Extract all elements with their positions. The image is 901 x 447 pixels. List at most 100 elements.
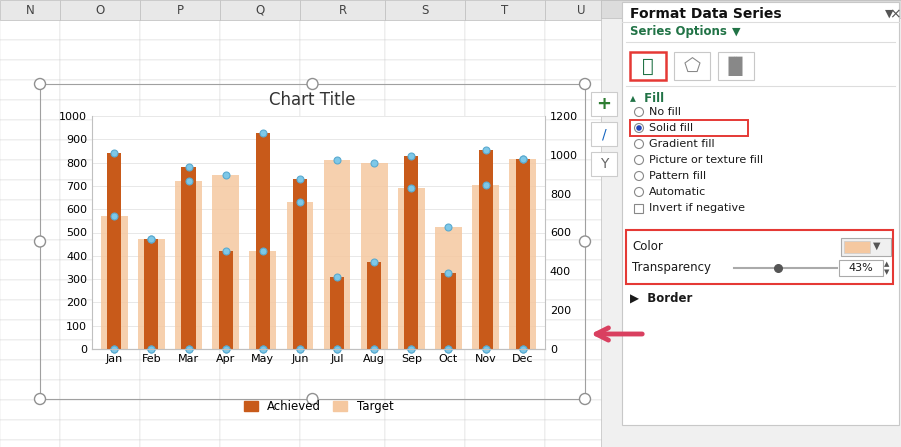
Bar <box>250 251 277 349</box>
Bar <box>385 320 465 340</box>
Bar <box>60 0 140 20</box>
Bar <box>385 20 465 40</box>
Bar <box>435 227 462 349</box>
Bar <box>465 60 545 80</box>
Bar <box>545 80 617 100</box>
Bar <box>545 120 617 140</box>
Bar <box>300 420 385 440</box>
Bar <box>140 240 220 260</box>
Bar <box>509 159 536 349</box>
Bar <box>60 280 140 300</box>
Text: ⬠: ⬠ <box>684 56 700 76</box>
Bar <box>385 180 465 200</box>
Bar <box>60 260 140 280</box>
Bar <box>545 380 617 400</box>
Bar <box>0 100 60 120</box>
Bar <box>300 120 385 140</box>
Text: P: P <box>177 4 184 17</box>
Circle shape <box>579 393 590 405</box>
Text: ▲: ▲ <box>884 261 889 267</box>
Circle shape <box>634 172 643 181</box>
Bar <box>300 0 385 20</box>
Bar <box>300 400 385 420</box>
Text: Transparency: Transparency <box>632 261 711 274</box>
Text: No fill: No fill <box>649 107 681 117</box>
Bar <box>465 40 545 60</box>
Bar <box>293 179 307 349</box>
Bar <box>300 280 385 300</box>
Bar <box>465 0 545 20</box>
Bar <box>385 0 465 20</box>
Bar <box>140 300 220 320</box>
Bar <box>465 20 545 40</box>
Bar <box>60 300 140 320</box>
Circle shape <box>634 156 643 164</box>
Bar <box>60 180 140 200</box>
Bar <box>140 160 220 180</box>
Text: Pattern fill: Pattern fill <box>649 171 706 181</box>
Bar <box>0 20 60 40</box>
Bar <box>60 120 140 140</box>
Text: S: S <box>422 4 429 17</box>
Bar <box>545 300 617 320</box>
Bar <box>385 80 465 100</box>
Text: ▼: ▼ <box>884 269 889 275</box>
Bar <box>140 380 220 400</box>
Bar <box>60 420 140 440</box>
Bar <box>60 320 140 340</box>
Bar <box>300 320 385 340</box>
Text: ▶  Border: ▶ Border <box>630 291 692 304</box>
Text: ×: × <box>889 7 901 21</box>
Bar <box>300 360 385 380</box>
Bar <box>300 160 385 180</box>
Text: ▐▌: ▐▌ <box>721 56 751 76</box>
Bar <box>385 380 465 400</box>
Circle shape <box>579 236 590 247</box>
Bar <box>60 200 140 220</box>
Bar <box>300 100 385 120</box>
Bar <box>40 84 585 399</box>
Bar <box>300 180 385 200</box>
Bar <box>140 140 220 160</box>
Bar <box>630 120 748 136</box>
Bar <box>220 340 300 360</box>
Bar <box>0 240 60 260</box>
Bar <box>220 0 300 20</box>
Bar <box>545 440 617 447</box>
Bar <box>465 360 545 380</box>
Bar <box>465 200 545 220</box>
Circle shape <box>307 393 318 405</box>
Circle shape <box>34 79 45 89</box>
Bar <box>472 185 499 349</box>
Bar <box>385 260 465 280</box>
Bar <box>0 0 60 20</box>
Bar <box>545 360 617 380</box>
Bar <box>220 140 300 160</box>
Bar <box>0 220 60 240</box>
Bar <box>0 400 60 420</box>
Text: O: O <box>96 4 105 17</box>
Bar <box>465 180 545 200</box>
Bar <box>220 240 300 260</box>
Bar <box>465 120 545 140</box>
Text: Picture or texture fill: Picture or texture fill <box>649 155 763 165</box>
Bar <box>465 80 545 100</box>
Bar <box>220 280 300 300</box>
Bar <box>0 80 60 100</box>
Bar <box>220 200 300 220</box>
Bar <box>220 20 300 40</box>
Bar <box>138 240 165 349</box>
Circle shape <box>579 79 590 89</box>
Bar <box>367 261 381 349</box>
Bar <box>385 280 465 300</box>
Bar <box>140 180 220 200</box>
Bar <box>545 220 617 240</box>
Bar <box>385 40 465 60</box>
Bar <box>300 340 385 360</box>
Bar <box>144 240 159 349</box>
Bar <box>545 20 617 40</box>
Bar <box>545 260 617 280</box>
Bar <box>140 120 220 140</box>
Bar <box>220 260 300 280</box>
Bar <box>60 20 140 40</box>
